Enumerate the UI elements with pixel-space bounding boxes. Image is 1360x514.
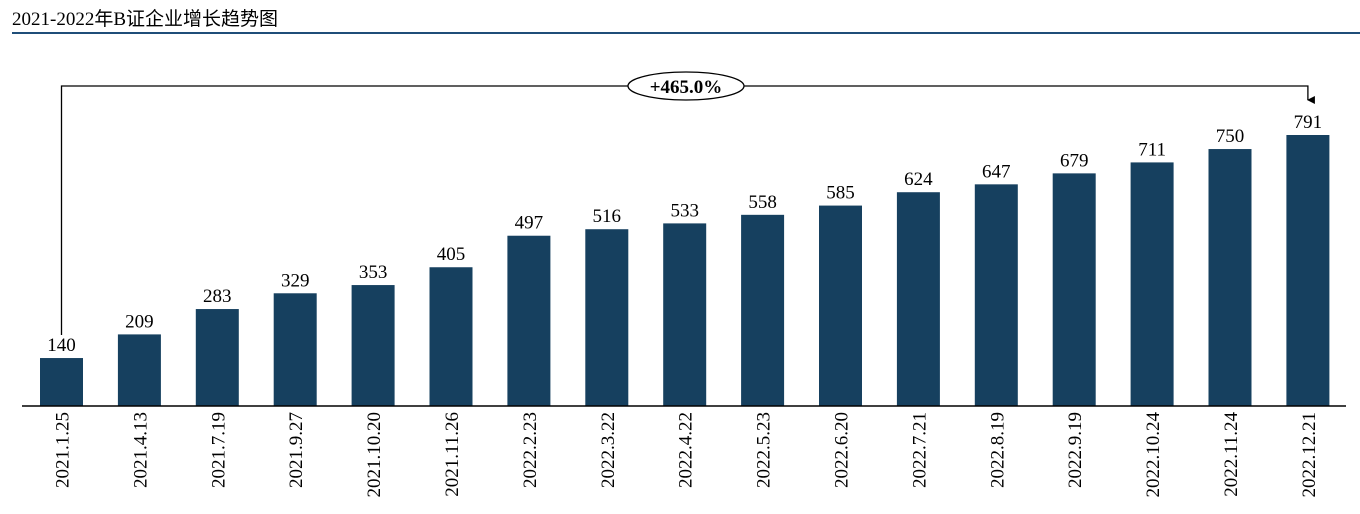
data-label: 497 [515,213,544,234]
x-tick-label: 2021.11.26 [442,412,463,497]
bar [585,229,629,406]
x-tick-label: 2021.4.13 [130,412,151,488]
x-tick-label: 2022.2.23 [520,412,541,488]
x-tick-label: 2022.5.23 [754,412,775,488]
x-tick-label: 2022.12.21 [1299,412,1320,498]
x-tick-label: 2021.7.19 [208,412,229,488]
data-label: 558 [748,192,777,213]
bar [1208,149,1252,406]
bar [195,309,239,406]
data-label: 516 [593,206,622,227]
x-tick-label: 2022.3.22 [598,412,619,488]
chart-title: 2021-2022年B证企业增长趋势图 [12,9,279,30]
data-label: 405 [437,244,466,265]
data-label: 209 [125,311,154,332]
x-tick-label: 2021.1.25 [53,412,74,488]
bar [819,205,862,406]
bar [351,285,395,406]
data-label: 283 [203,286,232,307]
data-label: 711 [1138,139,1166,160]
bar [273,293,317,406]
bar [741,214,785,406]
data-label: 585 [826,183,855,204]
data-label: 679 [1060,150,1089,171]
x-tick-label: 2022.11.24 [1221,412,1242,497]
data-label: 140 [47,335,76,356]
data-label: 791 [1294,112,1323,133]
data-label: 647 [982,161,1011,182]
annotation-ellipse [627,71,745,101]
bar [117,334,161,406]
x-tick-label: 2022.10.24 [1143,412,1164,498]
data-label: 353 [359,262,388,283]
growth-annotation: +465.0% [650,77,723,98]
bar [40,358,83,406]
title-rule [12,32,1360,34]
bar [974,184,1018,406]
bar [507,235,551,406]
x-tick-label: 2022.6.20 [832,412,853,488]
bar [896,192,940,406]
bar [1052,173,1096,406]
data-label: 329 [281,270,310,291]
data-label: 750 [1216,126,1245,147]
x-tick-label: 2022.8.19 [987,412,1008,488]
bar [1286,135,1330,406]
x-tick-label: 2021.9.27 [286,412,307,488]
data-label: 624 [904,169,933,190]
bar [429,267,473,406]
x-tick-label: 2022.4.22 [676,412,697,488]
bar [1130,162,1174,406]
x-tick-label: 2021.10.20 [364,412,385,498]
x-tick-label: 2022.7.21 [909,412,930,488]
data-label: 533 [670,200,699,221]
bar [663,223,707,406]
x-tick-label: 2022.9.19 [1065,412,1086,488]
